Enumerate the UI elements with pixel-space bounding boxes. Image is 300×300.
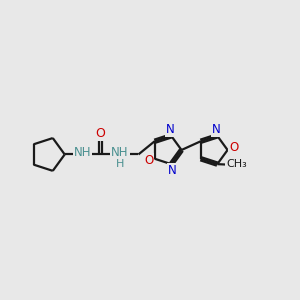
- Text: O: O: [229, 141, 238, 154]
- Text: H: H: [116, 159, 124, 169]
- Text: O: O: [144, 154, 153, 167]
- Text: O: O: [95, 127, 105, 140]
- Text: N: N: [166, 123, 175, 136]
- Text: N: N: [168, 164, 176, 177]
- Text: N: N: [212, 123, 221, 136]
- Text: NH: NH: [74, 146, 91, 160]
- Text: CH₃: CH₃: [226, 159, 247, 170]
- Text: NH: NH: [111, 146, 129, 160]
